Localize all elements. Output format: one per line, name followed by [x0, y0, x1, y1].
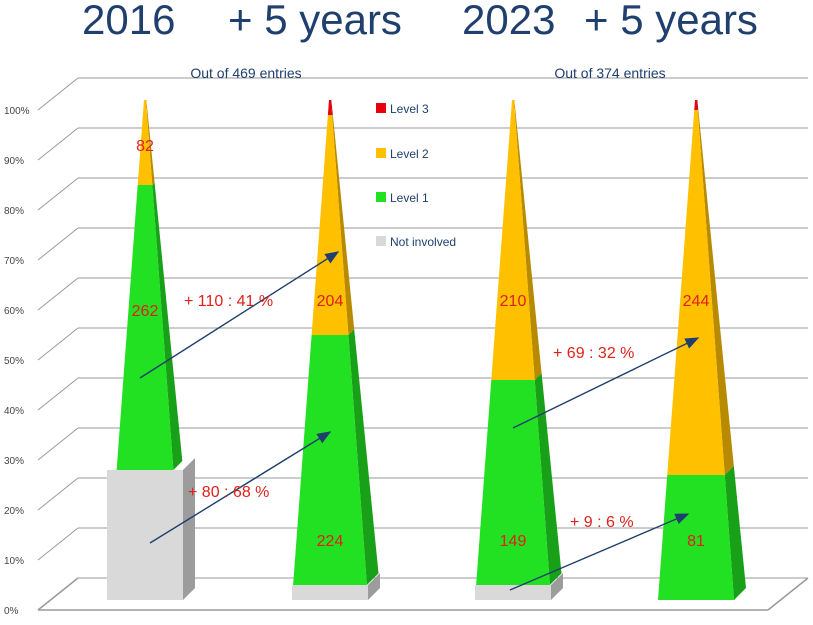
count-label: 204 [317, 293, 344, 310]
bar-segment-level-2 [311, 115, 349, 335]
gridline-diagonal [37, 427, 79, 461]
bar-segment-not-involved [292, 585, 368, 600]
count-label: 244 [683, 293, 710, 310]
bar-3 [475, 99, 563, 600]
bar-segment-side-level-1 [534, 373, 562, 585]
legend-swatch [376, 148, 386, 158]
count-label: 210 [500, 293, 527, 310]
bar-segment-level-2 [667, 110, 725, 475]
axis-line [37, 577, 79, 611]
header-plus-five-years-1: + 5 years [228, 0, 402, 43]
growth-arrow [512, 337, 700, 429]
y-tick-label: 50% [4, 356, 24, 367]
y-tick-label: 0% [4, 606, 19, 617]
legend-swatch [376, 236, 386, 246]
count-label: 149 [500, 533, 527, 550]
count-label: 262 [132, 303, 159, 320]
growth-arrow [149, 431, 332, 544]
header-year-2023: 2023 [462, 0, 556, 43]
gridline-diagonal [37, 77, 79, 111]
header-plus-five-years-2: + 5 years [584, 0, 758, 43]
gridline-diagonal [37, 177, 79, 211]
bar-segment-side-level-1 [152, 182, 183, 471]
legend-label: Level 2 [390, 147, 429, 161]
gridline-diagonal [37, 127, 79, 161]
y-tick-label: 80% [4, 206, 24, 217]
bar-segment-side-not-involved [368, 573, 380, 600]
header-year-2016: 2016 [82, 0, 176, 43]
legend-swatch [376, 103, 386, 113]
bar-segment-side-level-1 [348, 329, 379, 585]
bar-segment-level-3 [694, 100, 698, 110]
bar-1 [107, 99, 195, 600]
gridline-diagonal [37, 327, 79, 361]
growth-annotation: + 69 : 32 % [553, 345, 634, 362]
count-label: 82 [136, 138, 154, 155]
growth-annotation: + 9 : 6 % [570, 514, 634, 531]
growth-annotation: + 110 : 41 % [184, 293, 273, 310]
gridline-diagonal [37, 277, 79, 311]
bar-segment-side-level-2 [146, 99, 155, 185]
bar-segment-not-involved [107, 470, 183, 600]
bar-segment-level-3 [327, 100, 333, 115]
y-tick-label: 100% [4, 106, 30, 117]
gridline-diagonal [37, 527, 79, 561]
bar-segment-side-level-2 [697, 109, 734, 475]
growth-annotation: + 80 : 68 % [188, 484, 269, 501]
y-tick-label: 70% [4, 256, 24, 267]
entries-note: Out of 469 entries [190, 65, 301, 81]
bar-segment-side-not-involved [551, 573, 563, 600]
bar-segment-level-1 [116, 185, 174, 470]
y-tick-label: 10% [4, 556, 24, 567]
count-label: 224 [317, 533, 344, 550]
y-tick-label: 40% [4, 406, 24, 417]
bar-segment-level-1 [658, 475, 734, 600]
bar-segment-side-level-3 [697, 99, 699, 110]
gridline-diagonal [37, 227, 79, 261]
bar-segment-side-level-1 [724, 465, 746, 600]
axis-floor-side [767, 577, 809, 611]
y-tick-label: 60% [4, 306, 24, 317]
y-tick-label: 90% [4, 156, 24, 167]
bar-segment-side-level-3 [331, 99, 333, 115]
legend-label: Level 1 [390, 191, 429, 205]
bar-4 [658, 99, 746, 600]
bar-segment-side-level-2 [332, 114, 355, 336]
bar-segment-level-2 [137, 100, 153, 185]
bar-segment-not-involved [475, 585, 551, 600]
entries-note: Out of 374 entries [554, 65, 665, 81]
bar-segment-level-1 [293, 335, 367, 585]
count-label: 81 [687, 533, 705, 550]
legend-label: Not involved [390, 235, 456, 249]
gridline-diagonal [37, 477, 79, 511]
bar-segment-level-2 [491, 100, 535, 380]
bar-segment-side-level-2 [514, 99, 542, 381]
legend-swatch [376, 192, 386, 202]
y-tick-label: 20% [4, 506, 24, 517]
bar-segment-level-1 [476, 380, 550, 585]
y-tick-label: 30% [4, 456, 24, 467]
legend-label: Level 3 [390, 102, 429, 116]
growth-arrow [509, 513, 690, 591]
bar-2 [292, 99, 380, 600]
bar-segment-side-not-involved [183, 458, 195, 600]
growth-arrow [139, 251, 340, 379]
gridline-diagonal [37, 377, 79, 411]
